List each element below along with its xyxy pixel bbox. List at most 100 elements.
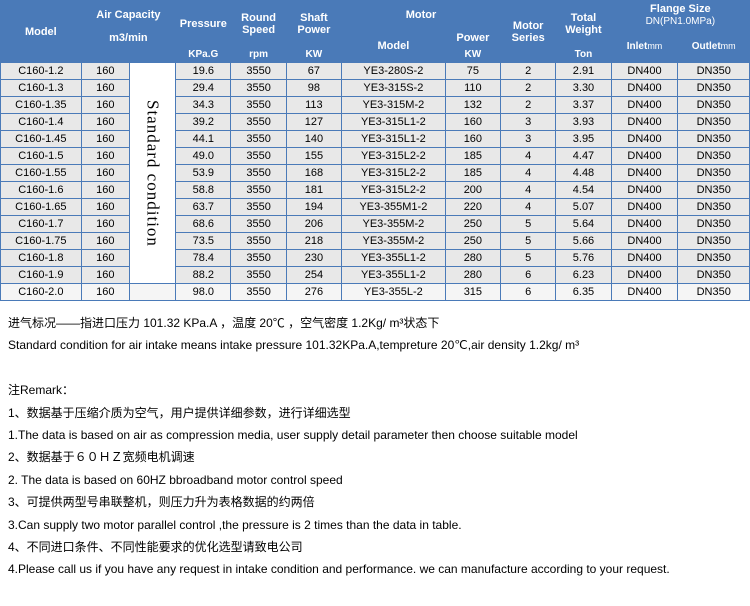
cell-pressure: 29.4 (176, 80, 231, 97)
hdr-motor-power: Power (445, 30, 500, 47)
cell-motor-series: 2 (501, 80, 556, 97)
note-line (8, 358, 742, 378)
cell-motor-series: 4 (501, 182, 556, 199)
cell-shaftpower: 254 (286, 267, 341, 284)
spec-table: Model Air Capacity Pressure Round Speed … (0, 0, 750, 301)
hdr-model: Model (1, 1, 82, 63)
cell-motor-series: 2 (501, 97, 556, 114)
hdr-outlet-label: Outlet (692, 41, 721, 52)
note-line: 3、可提供两型号串联整机，则压力升为表格数据的约两倍 (8, 492, 742, 512)
cell-motor-power: 250 (445, 216, 500, 233)
cell-air: 160 (81, 131, 129, 148)
cell-air: 160 (81, 114, 129, 131)
cell-motor-power: 315 (445, 284, 500, 301)
cell-model: C160-1.6 (1, 182, 82, 199)
cell-outlet: DN350 (678, 148, 750, 165)
cell-motor-model: YE3-315L2-2 (342, 165, 446, 182)
cell-motor-series: 6 (501, 267, 556, 284)
cell-pressure: 39.2 (176, 114, 231, 131)
cell-inlet: DN400 (611, 267, 678, 284)
cell-motor-series: 3 (501, 131, 556, 148)
hdr-motorseries: Motor Series (501, 1, 556, 63)
cell-total-weight: 5.76 (556, 250, 611, 267)
cell-motor-model: YE3-315S-2 (342, 80, 446, 97)
cell-air: 160 (81, 97, 129, 114)
cell-shaftpower: 181 (286, 182, 341, 199)
cell-total-weight: 3.30 (556, 80, 611, 97)
cell-motor-model: YE3-315L1-2 (342, 131, 446, 148)
cell-motor-model: YE3-315L1-2 (342, 114, 446, 131)
hdr-motor-model: Model (342, 30, 446, 63)
cell-motor-series: 2 (501, 63, 556, 80)
cell-shaftpower: 276 (286, 284, 341, 301)
cell-motor-series: 4 (501, 199, 556, 216)
table-row: C160-1.3516034.33550113YE3-315M-213223.3… (1, 97, 750, 114)
cell-rpm: 3550 (231, 233, 286, 250)
cell-air: 160 (81, 148, 129, 165)
cell-outlet: DN350 (678, 250, 750, 267)
cell-rpm: 3550 (231, 250, 286, 267)
cell-motor-power: 110 (445, 80, 500, 97)
cell-model: C160-1.3 (1, 80, 82, 97)
note-line: 1、数据基于压缩介质为空气，用户提供详细参数，进行详细选型 (8, 403, 742, 423)
cell-pressure: 49.0 (176, 148, 231, 165)
cell-motor-power: 160 (445, 131, 500, 148)
cell-motor-model: YE3-315M-2 (342, 97, 446, 114)
page: Model Air Capacity Pressure Round Speed … (0, 0, 750, 592)
cell-motor-model: YE3-355L-2 (342, 284, 446, 301)
hdr-pressure: Pressure (176, 1, 231, 47)
table-row: C160-1.316029.4355098YE3-315S-211023.30D… (1, 80, 750, 97)
cell-inlet: DN400 (611, 80, 678, 97)
cell-outlet: DN350 (678, 165, 750, 182)
cell-motor-power: 250 (445, 233, 500, 250)
table-row: C160-1.5516053.93550168YE3-315L2-218544.… (1, 165, 750, 182)
note-line: 4、不同进口条件、不同性能要求的优化选型请致电公司 (8, 537, 742, 557)
table-row: C160-1.4516044.13550140YE3-315L1-216033.… (1, 131, 750, 148)
cell-blank (130, 284, 176, 301)
cell-air: 160 (81, 250, 129, 267)
cell-inlet: DN400 (611, 216, 678, 233)
cell-pressure: 63.7 (176, 199, 231, 216)
cell-shaftpower: 127 (286, 114, 341, 131)
cell-total-weight: 3.93 (556, 114, 611, 131)
cell-rpm: 3550 (231, 165, 286, 182)
cell-shaftpower: 194 (286, 199, 341, 216)
cell-total-weight: 5.64 (556, 216, 611, 233)
cell-motor-series: 3 (501, 114, 556, 131)
cell-total-weight: 3.37 (556, 97, 611, 114)
cell-model: C160-1.8 (1, 250, 82, 267)
cell-outlet: DN350 (678, 63, 750, 80)
cell-motor-power: 185 (445, 165, 500, 182)
cell-motor-power: 280 (445, 267, 500, 284)
cell-shaftpower: 98 (286, 80, 341, 97)
table-row: C160-1.416039.23550127YE3-315L1-216033.9… (1, 114, 750, 131)
cell-motor-power: 220 (445, 199, 500, 216)
cell-shaftpower: 206 (286, 216, 341, 233)
cell-inlet: DN400 (611, 165, 678, 182)
cell-air: 160 (81, 233, 129, 250)
cell-shaftpower: 140 (286, 131, 341, 148)
table-row: C160-1.716068.63550206YE3-355M-225055.64… (1, 216, 750, 233)
hdr-roundspeed: Round Speed (231, 1, 286, 47)
cell-motor-model: YE3-355L1-2 (342, 250, 446, 267)
cell-model: C160-1.7 (1, 216, 82, 233)
cell-motor-model: YE3-355M-2 (342, 216, 446, 233)
hdr-outlet-unit: mm (721, 41, 736, 51)
cell-rpm: 3550 (231, 80, 286, 97)
hdr-inlet: Inletmm (611, 30, 678, 63)
cell-outlet: DN350 (678, 284, 750, 301)
cell-total-weight: 5.66 (556, 233, 611, 250)
cell-motor-model: YE3-315L2-2 (342, 148, 446, 165)
table-row: C160-1.516049.03550155YE3-315L2-218544.4… (1, 148, 750, 165)
cell-rpm: 3550 (231, 267, 286, 284)
hdr-flangesize-title: Flange Size (650, 3, 711, 15)
cell-air: 160 (81, 216, 129, 233)
hdr-outlet: Outletmm (678, 30, 750, 63)
cell-shaftpower: 67 (286, 63, 341, 80)
cell-pressure: 53.9 (176, 165, 231, 182)
cell-pressure: 68.6 (176, 216, 231, 233)
cell-motor-model: YE3-315L2-2 (342, 182, 446, 199)
hdr-shaftpower: Shaft Power (286, 1, 341, 47)
cell-motor-power: 160 (445, 114, 500, 131)
cell-rpm: 3550 (231, 284, 286, 301)
